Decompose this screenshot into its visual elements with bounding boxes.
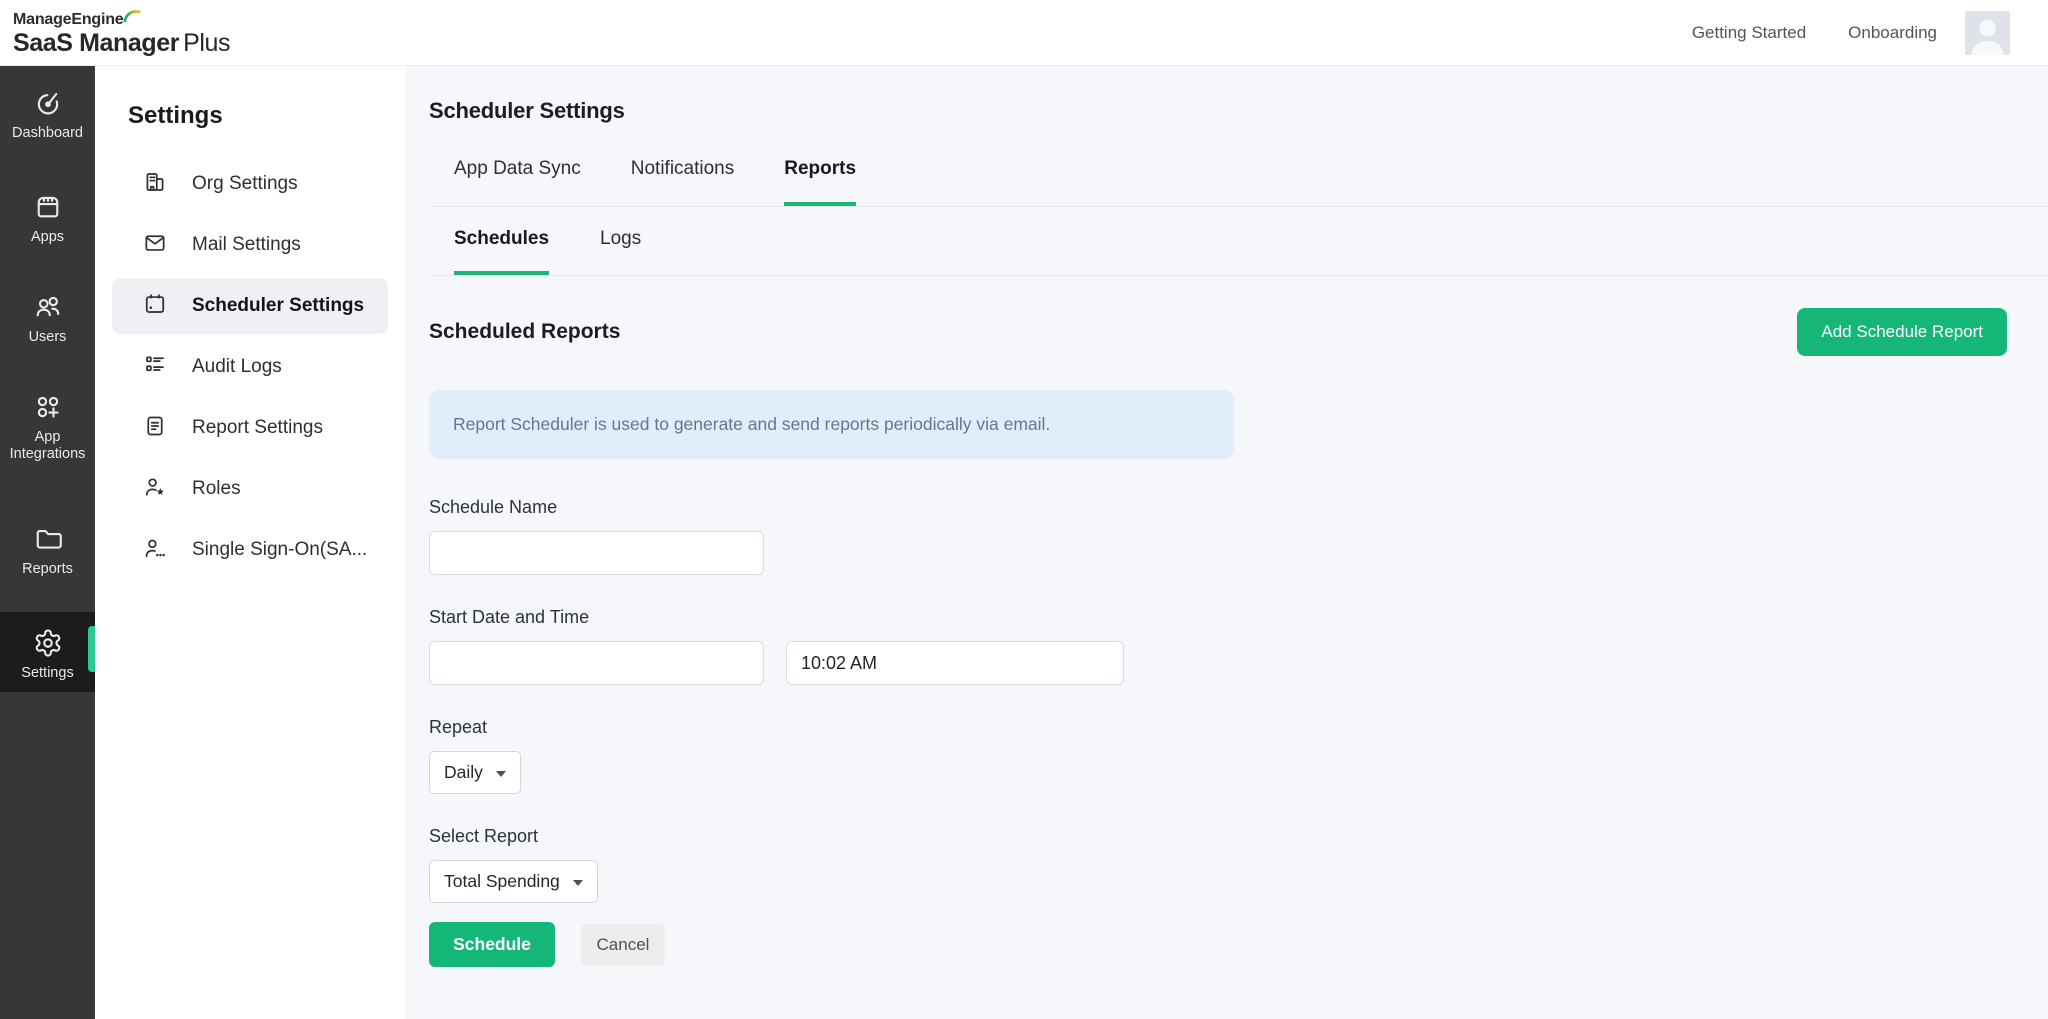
settings-panel-title: Settings xyxy=(128,102,223,129)
section-title: Scheduled Reports xyxy=(429,320,621,343)
select-report-selected-value: Total Spending xyxy=(444,871,560,891)
settings-item-audit-logs[interactable]: Audit Logs xyxy=(112,339,388,395)
reports-subtabs: Schedules Logs xyxy=(429,207,2048,276)
person-star-icon xyxy=(142,474,168,505)
getting-started-link[interactable]: Getting Started xyxy=(1691,22,1807,42)
active-nav-indicator xyxy=(88,626,95,672)
document-icon xyxy=(142,413,168,444)
settings-item-label: Single Sign-On(SA... xyxy=(192,539,368,560)
settings-item-label: Audit Logs xyxy=(192,356,282,377)
sidebar-item-label: Dashboard xyxy=(12,125,83,141)
settings-item-org-settings[interactable]: Org Settings xyxy=(112,156,388,212)
sidebar-item-label: Apps xyxy=(30,229,65,245)
sidebar-item-label: Reports xyxy=(22,561,73,577)
product-logo: ManageEngine SaaS Manager Plus xyxy=(13,7,231,57)
start-date-input[interactable] xyxy=(429,641,764,685)
schedule-name-input[interactable] xyxy=(429,531,764,575)
dashboard-icon xyxy=(0,88,95,118)
envelope-icon xyxy=(142,230,168,261)
settings-panel: Settings Org Settings xyxy=(95,66,405,1019)
gear-icon xyxy=(0,628,95,658)
select-report-label: Select Report xyxy=(429,826,539,846)
page-title: Scheduler Settings xyxy=(429,98,625,123)
main-content: Scheduler Settings App Data Sync Notific… xyxy=(405,66,2048,1019)
tab-app-data-sync[interactable]: App Data Sync xyxy=(454,158,581,179)
repeat-selected-value: Daily xyxy=(444,762,483,782)
sidebar-item-label: Users xyxy=(28,329,67,345)
app-integrations-icon xyxy=(0,392,95,422)
select-report-select[interactable]: Total Spending xyxy=(429,860,598,903)
scheduler-tabs: App Data Sync Notifications Reports xyxy=(429,158,2048,207)
chevron-down-icon xyxy=(572,879,583,886)
top-header: ManageEngine SaaS Manager Plus xyxy=(0,0,2048,66)
add-schedule-report-button[interactable]: Add Schedule Report xyxy=(1797,308,2007,356)
tab-reports[interactable]: Reports xyxy=(784,158,857,206)
sidebar-item-users[interactable]: Users xyxy=(0,292,95,346)
info-banner: Report Scheduler is used to generate and… xyxy=(429,390,1234,459)
onboarding-link[interactable]: Onboarding xyxy=(1848,22,1937,42)
settings-item-label: Report Settings xyxy=(192,417,323,438)
main-sidebar: Dashboard Apps xyxy=(0,66,95,1019)
repeat-select[interactable]: Daily xyxy=(429,751,521,794)
schedule-button[interactable]: Schedule xyxy=(429,922,555,967)
person-dots-icon xyxy=(142,535,168,566)
calendar-icon xyxy=(142,291,168,322)
cancel-button[interactable]: Cancel xyxy=(581,923,665,966)
settings-item-label: Mail Settings xyxy=(192,234,301,255)
sidebar-item-settings[interactable]: Settings xyxy=(0,612,95,692)
repeat-label: Repeat xyxy=(429,717,488,737)
building-icon xyxy=(142,169,168,200)
sidebar-item-app-integrations[interactable]: App Integrations xyxy=(0,392,95,463)
product-edition: Plus xyxy=(183,28,231,57)
settings-item-scheduler-settings[interactable]: Scheduler Settings xyxy=(112,278,388,334)
brand-name: ManageEngine xyxy=(13,10,124,28)
sidebar-item-apps[interactable]: Apps xyxy=(0,192,95,246)
storefront-icon xyxy=(0,192,95,222)
schedule-name-label: Schedule Name xyxy=(429,497,558,517)
list-icon xyxy=(142,352,168,383)
settings-item-label: Org Settings xyxy=(192,173,298,194)
start-date-time-label: Start Date and Time xyxy=(429,607,590,627)
settings-item-label: Scheduler Settings xyxy=(192,295,365,316)
brand-swoosh-icon xyxy=(122,7,143,28)
product-name: SaaS Manager xyxy=(13,28,180,57)
sidebar-item-dashboard[interactable]: Dashboard xyxy=(0,88,95,142)
info-banner-text: Report Scheduler is used to generate and… xyxy=(453,414,1051,434)
settings-item-mail-settings[interactable]: Mail Settings xyxy=(112,217,388,273)
settings-item-single-sign-on[interactable]: Single Sign-On(SA... xyxy=(112,522,388,578)
start-time-input[interactable] xyxy=(786,641,1124,685)
subtab-schedules[interactable]: Schedules xyxy=(454,207,550,275)
sidebar-item-reports[interactable]: Reports xyxy=(0,524,95,578)
tab-notifications[interactable]: Notifications xyxy=(630,158,735,179)
sidebar-item-label: App Integrations xyxy=(9,429,86,462)
user-avatar[interactable] xyxy=(1965,10,2010,55)
settings-item-report-settings[interactable]: Report Settings xyxy=(112,400,388,456)
settings-item-roles[interactable]: Roles xyxy=(112,461,388,517)
sidebar-item-label: Settings xyxy=(21,665,74,681)
chevron-down-icon xyxy=(495,770,506,777)
subtab-logs[interactable]: Logs xyxy=(600,228,642,249)
users-icon xyxy=(0,292,95,322)
folder-icon xyxy=(0,524,95,554)
settings-item-label: Roles xyxy=(192,478,241,499)
